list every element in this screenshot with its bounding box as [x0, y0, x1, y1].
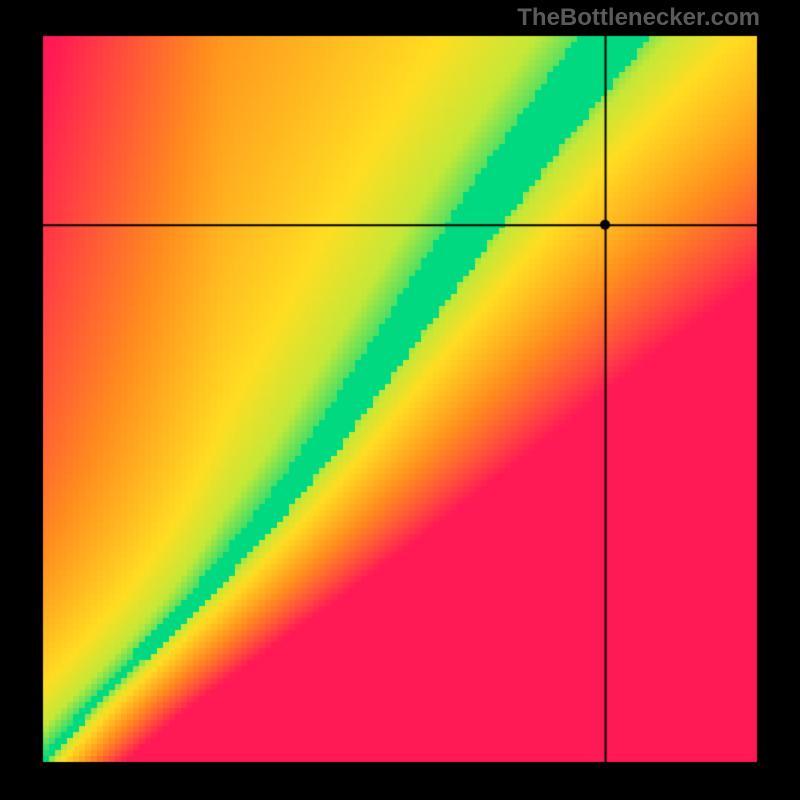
- chart-container: { "canvas": { "width": 800, "height": 80…: [0, 0, 800, 800]
- watermark-text: TheBottlenecker.com: [517, 4, 760, 32]
- heatmap-canvas: [0, 0, 800, 800]
